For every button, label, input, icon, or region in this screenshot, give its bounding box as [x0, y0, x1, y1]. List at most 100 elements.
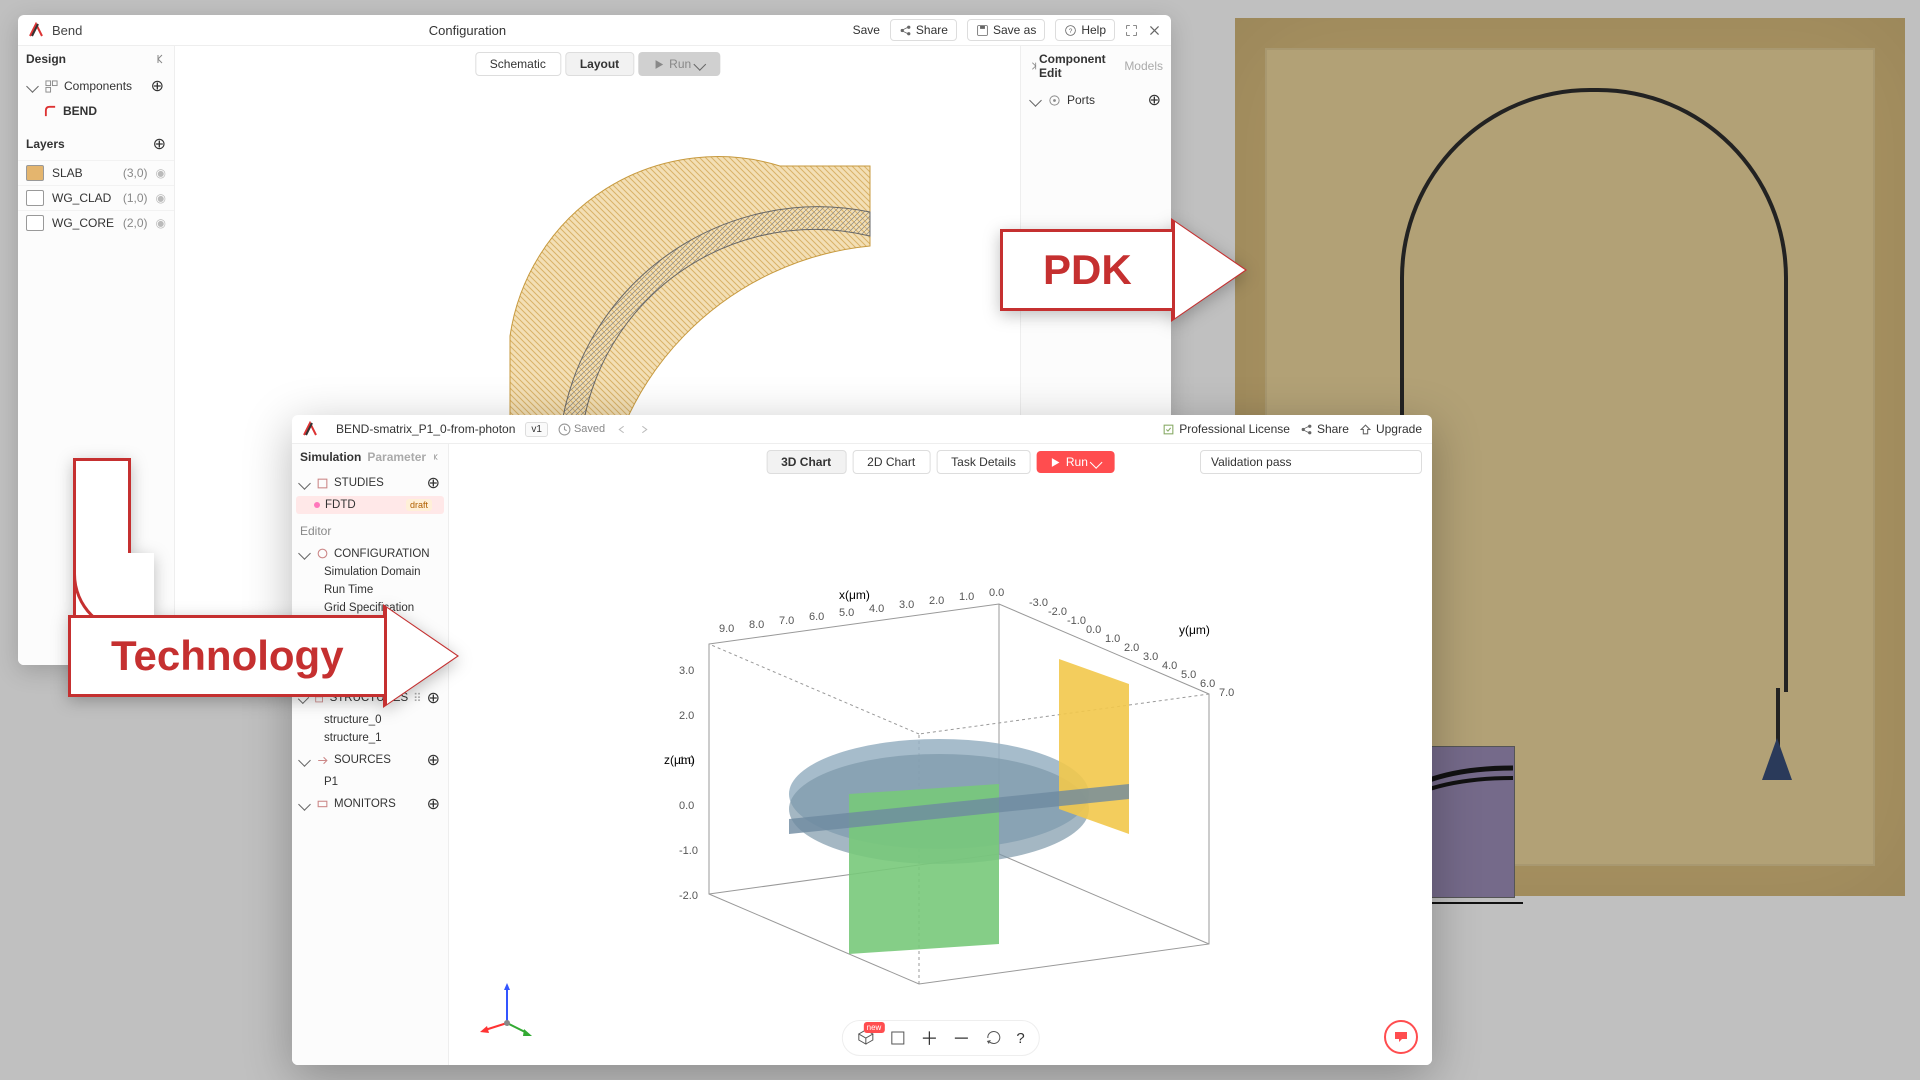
p1-row[interactable]: P1 — [292, 773, 448, 791]
visibility-icon[interactable]: ◉ — [156, 191, 166, 205]
structure0-row[interactable]: structure_0 — [292, 711, 448, 729]
redo-icon[interactable] — [638, 423, 651, 436]
sources-row[interactable]: SOURCES ⊕ — [292, 747, 448, 773]
add-source-icon[interactable]: ⊕ — [427, 750, 440, 770]
bend-component-row[interactable]: BEND — [18, 100, 174, 122]
studies-row[interactable]: STUDIES ⊕ — [292, 470, 448, 496]
share-icon — [1300, 423, 1313, 436]
components-row[interactable]: Components ⊕ — [18, 72, 174, 100]
chat-icon — [1393, 1029, 1409, 1045]
zoom-out-icon[interactable]: － — [952, 1025, 970, 1051]
tab-layout[interactable]: Layout — [565, 52, 634, 76]
add-port-icon[interactable]: ⊕ — [1148, 90, 1161, 110]
play-icon — [1049, 456, 1062, 469]
license-badge: Professional License — [1162, 422, 1290, 436]
pdk-callout: PDK — [1000, 222, 1245, 318]
box-tool-icon[interactable] — [888, 1029, 906, 1047]
share-icon — [899, 24, 912, 37]
structure1-row[interactable]: structure_1 — [292, 729, 448, 747]
window-title: Bend — [52, 23, 82, 38]
arrow-right-icon — [1175, 222, 1245, 318]
ports-row[interactable]: Ports ⊕ — [1021, 86, 1171, 114]
svg-text:4.0: 4.0 — [869, 603, 884, 615]
collapse-panel-icon[interactable] — [154, 53, 166, 65]
collapse-right-icon[interactable] — [1029, 60, 1039, 72]
svg-text:1.0: 1.0 — [1105, 633, 1120, 645]
add-monitor-icon[interactable]: ⊕ — [427, 794, 440, 814]
layer-row[interactable]: WG_CLAD (1,0) ◉ — [18, 185, 174, 210]
run-button[interactable]: Run — [638, 52, 720, 76]
arrow-right-icon — [387, 608, 457, 704]
share-button[interactable]: Share — [890, 19, 957, 41]
axis-widget-icon[interactable] — [477, 978, 537, 1038]
configuration-row[interactable]: CONFIGURATION — [292, 544, 448, 563]
layer-name: WG_CLAD — [52, 191, 115, 205]
tab-schematic[interactable]: Schematic — [475, 52, 561, 76]
svg-text:0.0: 0.0 — [989, 587, 1004, 599]
parameter-tab[interactable]: Parameter — [367, 450, 426, 464]
version-badge[interactable]: v1 — [525, 422, 548, 437]
tab-2d-chart[interactable]: 2D Chart — [852, 450, 930, 474]
svg-text:-2.0: -2.0 — [1048, 606, 1067, 618]
3d-chart: 9.08.07.06.05.04.03.02.01.00.0 -3.0-2.0-… — [569, 514, 1269, 1014]
feedback-button[interactable] — [1384, 1020, 1418, 1054]
visibility-icon[interactable]: ◉ — [156, 166, 166, 180]
svg-text:3.0: 3.0 — [899, 599, 914, 611]
svg-text:-1.0: -1.0 — [1067, 615, 1086, 627]
svg-text:8.0: 8.0 — [749, 619, 764, 631]
tab-3d-chart[interactable]: 3D Chart — [766, 450, 846, 474]
save-icon — [976, 24, 989, 37]
layer-row[interactable]: SLAB (3,0) ◉ — [18, 160, 174, 185]
undo-icon[interactable] — [615, 423, 628, 436]
svg-text:0.0: 0.0 — [679, 800, 694, 812]
close-icon[interactable] — [1148, 24, 1161, 37]
upgrade-button[interactable]: Upgrade — [1359, 422, 1422, 436]
layer-swatch — [26, 215, 44, 231]
simulation-canvas[interactable]: 3D Chart 2D Chart Task Details Run Valid… — [449, 444, 1432, 1065]
tab-task-details[interactable]: Task Details — [936, 450, 1031, 474]
studies-icon — [316, 477, 329, 490]
x-axis-label: x(μm) — [839, 588, 870, 602]
svg-text:9.0: 9.0 — [719, 623, 734, 635]
y-axis-label: y(μm) — [1179, 623, 1210, 637]
fdtd-row[interactable]: FDTD draft — [296, 496, 444, 514]
sources-icon — [316, 754, 329, 767]
sim-domain-row[interactable]: Simulation Domain — [292, 563, 448, 581]
save-button[interactable]: Save — [853, 23, 880, 37]
technology-callout: Technology — [68, 608, 457, 704]
app-logo-icon — [302, 421, 318, 437]
add-layer-icon[interactable]: ⊕ — [153, 134, 166, 154]
cube-tool[interactable]: new — [856, 1028, 874, 1049]
layer-row[interactable]: WG_CORE (2,0) ◉ — [18, 210, 174, 235]
reset-view-icon[interactable] — [984, 1029, 1002, 1047]
saveas-button[interactable]: Save as — [967, 19, 1045, 41]
component-edit-header[interactable]: Component Edit — [1039, 52, 1116, 80]
visibility-icon[interactable]: ◉ — [156, 216, 166, 230]
expand-icon[interactable] — [1125, 24, 1138, 37]
components-icon — [45, 80, 58, 93]
simulation-tab[interactable]: Simulation — [300, 450, 361, 464]
saved-status: Saved — [558, 423, 605, 436]
layer-name: WG_CORE — [52, 216, 115, 230]
zoom-in-icon[interactable]: ＋ — [920, 1025, 938, 1051]
layer-name: SLAB — [52, 166, 115, 180]
layers-header: Layers — [26, 137, 65, 151]
svg-text:?: ? — [1069, 27, 1073, 34]
svg-text:-1.0: -1.0 — [679, 845, 698, 857]
svg-text:7.0: 7.0 — [779, 615, 794, 627]
design-header: Design — [26, 52, 66, 66]
monitors-row[interactable]: MONITORS ⊕ — [292, 791, 448, 817]
add-component-icon[interactable]: ⊕ — [151, 76, 164, 96]
add-study-icon[interactable]: ⊕ — [427, 473, 440, 493]
layer-index: (2,0) — [123, 216, 148, 230]
help-button[interactable]: ? Help — [1055, 19, 1115, 41]
share-button[interactable]: Share — [1300, 422, 1349, 436]
run-time-row[interactable]: Run Time — [292, 581, 448, 599]
svg-text:2.0: 2.0 — [1124, 642, 1139, 654]
ports-icon — [1048, 94, 1061, 107]
help-tool-icon[interactable]: ? — [1016, 1030, 1024, 1047]
models-tab[interactable]: Models — [1124, 59, 1163, 73]
collapse-left-icon[interactable] — [432, 451, 440, 463]
layer-swatch — [26, 165, 44, 181]
sim-run-button[interactable]: Run — [1037, 451, 1115, 473]
